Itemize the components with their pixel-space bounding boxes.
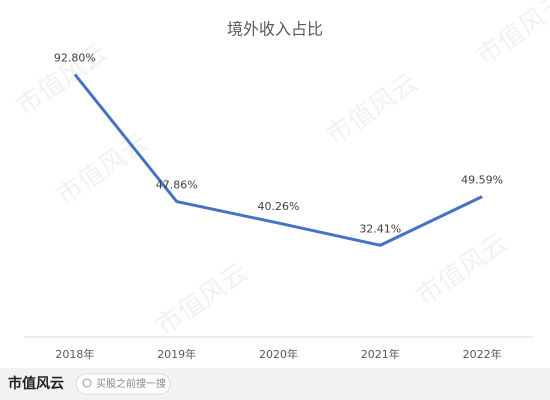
value-label: 40.26%	[258, 200, 300, 213]
data-line	[73, 73, 483, 247]
value-label: 92.80%	[54, 51, 96, 64]
search-text[interactable]: 买股之前搜一搜	[96, 377, 166, 390]
value-label: 47.86%	[156, 179, 198, 192]
x-tick-label: 2018年	[55, 347, 94, 361]
value-label: 49.59%	[461, 174, 503, 187]
x-tick-label: 2021年	[361, 347, 400, 361]
value-label: 32.41%	[359, 222, 401, 235]
chart-title: 境外收入占比	[227, 20, 323, 39]
x-tick-label: 2019年	[157, 347, 196, 361]
x-tick-label: 2022年	[463, 347, 502, 361]
footer-logo: 市值风云	[8, 375, 64, 392]
search-box[interactable]	[75, 373, 171, 395]
x-tick-label: 2020年	[259, 347, 298, 361]
search-icon	[82, 378, 92, 388]
